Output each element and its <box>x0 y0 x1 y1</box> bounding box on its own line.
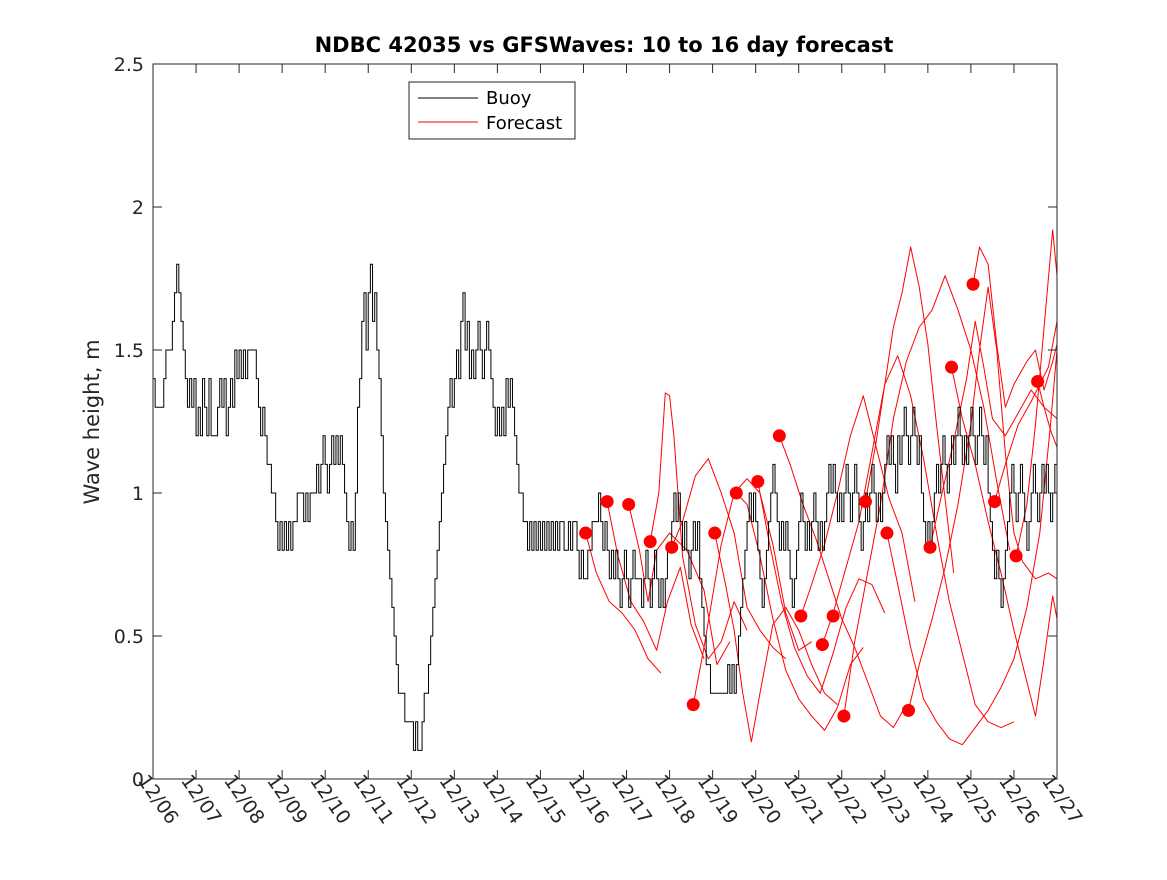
forecast-line-3 <box>628 504 731 666</box>
forecast-marker-14 <box>837 709 851 723</box>
forecast-line-10 <box>778 435 907 729</box>
legend-box <box>408 81 576 140</box>
forecast-line-7 <box>714 532 838 743</box>
forecast-line-19 <box>972 246 1058 408</box>
forecast-marker-11 <box>794 609 808 623</box>
forecast-marker-3 <box>622 497 636 511</box>
forecast-line-20 <box>994 321 1058 502</box>
forecast-marker-10 <box>772 429 786 443</box>
forecast-marker-17 <box>901 703 915 717</box>
forecast-marker-5 <box>665 540 679 554</box>
y-tick-label: 0.5 <box>114 626 144 648</box>
y-axis-label: Wave height, m <box>80 339 104 504</box>
forecast-marker-19 <box>945 360 959 374</box>
axes-box <box>152 63 1058 780</box>
forecast-marker-12 <box>815 638 829 652</box>
forecast-marker-13 <box>826 609 840 623</box>
legend-buoy-label: Buoy <box>486 88 532 109</box>
y-tick-label: 2 <box>132 197 144 219</box>
y-tick-label: 1 <box>132 483 144 505</box>
forecast-marker-7 <box>708 526 722 540</box>
forecast-line-5 <box>671 458 787 660</box>
forecast-line-15 <box>886 349 1058 746</box>
forecast-line-9 <box>757 481 886 694</box>
forecast-line-18 <box>951 367 1058 717</box>
forecast-line-8 <box>735 492 864 731</box>
forecast-line-11 <box>800 395 916 617</box>
forecast-line-6 <box>692 478 812 705</box>
forecast-marker-8 <box>729 486 743 500</box>
forecast-line-13 <box>843 275 1011 717</box>
buoy-line <box>153 263 1058 751</box>
forecast-line-12 <box>821 246 955 645</box>
forecast-marker-9 <box>751 475 765 489</box>
forecast-marker-4 <box>643 535 657 549</box>
forecast-marker-6 <box>686 698 700 712</box>
y-tick-label: 1.5 <box>114 340 144 362</box>
forecast-marker-2 <box>600 495 614 509</box>
forecast-line-14 <box>864 355 1015 729</box>
forecast-marker-16 <box>880 526 894 540</box>
forecast-marker-21 <box>988 495 1002 509</box>
forecast-line-22 <box>1037 381 1058 448</box>
chart-title: NDBC 42035 vs GFSWaves: 10 to 16 day for… <box>315 33 894 57</box>
forecast-marker-15 <box>858 495 872 509</box>
y-tick-label: 0 <box>132 769 144 791</box>
forecast-line-4 <box>649 392 748 660</box>
legend-forecast-label: Forecast <box>486 113 562 134</box>
y-tick-label: 2.5 <box>114 54 144 76</box>
forecast-marker-18 <box>923 540 937 554</box>
forecast-marker-1 <box>579 526 593 540</box>
forecast-line-1 <box>585 532 662 674</box>
forecast-marker-22 <box>1009 549 1023 563</box>
forecast-marker-23 <box>1031 374 1045 388</box>
forecast-marker-20 <box>966 277 980 291</box>
forecast-line-16 <box>908 286 1058 711</box>
legend: Buoy Forecast <box>408 81 576 140</box>
forecast-line-2 <box>606 501 705 660</box>
